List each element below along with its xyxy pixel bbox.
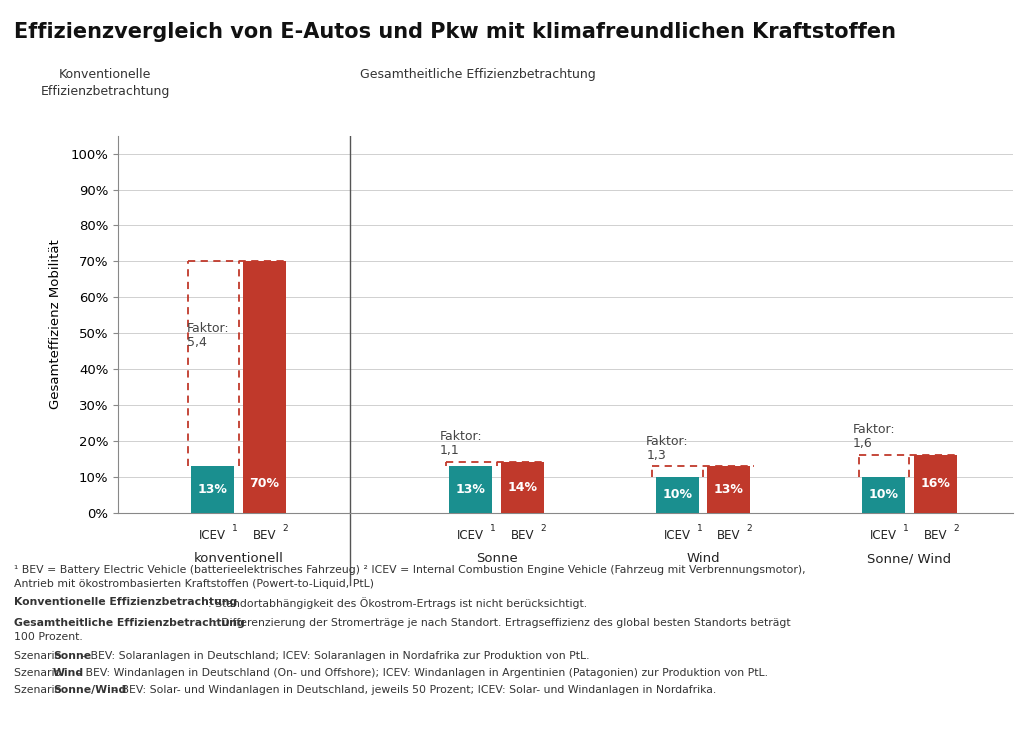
- Text: Sonne: Sonne: [476, 552, 517, 566]
- Text: 1,3: 1,3: [647, 449, 666, 462]
- Bar: [862, 477, 905, 513]
- Text: : Standortabhängigkeit des Ökostrom-Ertrags ist nicht berücksichtigt.: : Standortabhängigkeit des Ökostrom-Ertr…: [209, 597, 587, 609]
- Text: BEV: BEV: [718, 529, 740, 542]
- Text: Effizienzvergleich von E-Autos und Pkw mit klimafreundlichen Kraftstoffen: Effizienzvergleich von E-Autos und Pkw m…: [14, 22, 896, 42]
- Text: 16%: 16%: [920, 477, 950, 491]
- Bar: [191, 466, 234, 513]
- Text: – BEV: Solar- und Windanlagen in Deutschland, jeweils 50 Prozent; ICEV: Solar- u: – BEV: Solar- und Windanlagen in Deutsch…: [109, 685, 715, 695]
- Text: : Differenzierung der Stromerträge je nach Standort. Ertragseffizienz des global: : Differenzierung der Stromerträge je na…: [214, 618, 791, 628]
- Bar: [656, 477, 699, 513]
- Text: Szenario: Szenario: [14, 651, 65, 661]
- Text: Gesamtheitliche Effizienzbetrachtung: Gesamtheitliche Effizienzbetrachtung: [360, 68, 596, 81]
- Text: konventionell: konventionell: [193, 552, 284, 566]
- Bar: [243, 262, 286, 513]
- Bar: [914, 455, 957, 513]
- Text: Faktor:: Faktor:: [187, 322, 229, 335]
- Text: 14%: 14%: [508, 481, 538, 494]
- Text: ICEV: ICEV: [870, 529, 897, 542]
- Text: 13%: 13%: [455, 483, 486, 496]
- Text: Gesamtheitliche Effizienzbetrachtung: Gesamtheitliche Effizienzbetrachtung: [14, 618, 245, 628]
- Bar: [707, 466, 750, 513]
- Text: 1,6: 1,6: [852, 437, 873, 450]
- Y-axis label: Gesamteffizienz Mobilität: Gesamteffizienz Mobilität: [49, 239, 63, 409]
- Text: BEV: BEV: [253, 529, 277, 542]
- Text: Sonne: Sonne: [53, 651, 91, 661]
- Bar: [501, 462, 544, 513]
- Text: 2: 2: [953, 524, 959, 533]
- Text: ICEV: ICEV: [664, 529, 691, 542]
- Text: 100 Prozent.: 100 Prozent.: [14, 632, 82, 642]
- Text: 13%: 13%: [197, 483, 228, 496]
- Text: Szenario: Szenario: [14, 685, 65, 695]
- Text: Faktor:: Faktor:: [852, 422, 895, 436]
- Text: BEV: BEV: [923, 529, 947, 542]
- Text: 5,4: 5,4: [187, 336, 207, 349]
- Text: 1: 1: [232, 524, 238, 533]
- Text: Faktor:: Faktor:: [647, 435, 689, 448]
- Text: Konventionelle Effizienzbetrachtung: Konventionelle Effizienzbetrachtung: [14, 597, 237, 607]
- Text: 1: 1: [903, 524, 909, 533]
- Text: 70%: 70%: [250, 477, 280, 491]
- Text: 10%: 10%: [869, 489, 898, 501]
- Text: ¹ BEV = Battery Electric Vehicle (batterieelektrisches Fahrzeug) ² ICEV = Intern: ¹ BEV = Battery Electric Vehicle (batter…: [14, 565, 806, 589]
- Text: Sonne/Wind: Sonne/Wind: [53, 685, 126, 695]
- Text: Sonne/ Wind: Sonne/ Wind: [868, 552, 952, 566]
- Bar: [449, 466, 492, 513]
- Text: Wind: Wind: [686, 552, 720, 566]
- Text: Wind: Wind: [53, 668, 84, 678]
- Text: Konventionelle
Effizienzbetrachtung: Konventionelle Effizienzbetrachtung: [40, 68, 170, 98]
- Text: 2: 2: [283, 524, 288, 533]
- Text: – BEV: Solaranlagen in Deutschland; ICEV: Solaranlagen in Nordafrika zur Produkt: – BEV: Solaranlagen in Deutschland; ICEV…: [78, 651, 590, 661]
- Text: 1: 1: [490, 524, 497, 533]
- Text: BEV: BEV: [511, 529, 535, 542]
- Text: 2: 2: [746, 524, 752, 533]
- Text: 1,1: 1,1: [440, 444, 460, 457]
- Text: ICEV: ICEV: [457, 529, 484, 542]
- Text: 1: 1: [697, 524, 702, 533]
- Text: ICEV: ICEV: [199, 529, 226, 542]
- Text: Szenario: Szenario: [14, 668, 65, 678]
- Text: 10%: 10%: [662, 489, 692, 501]
- Text: – BEV: Windanlagen in Deutschland (On- und Offshore); ICEV: Windanlagen in Argen: – BEV: Windanlagen in Deutschland (On- u…: [73, 668, 768, 678]
- Text: Faktor:: Faktor:: [440, 430, 482, 443]
- Text: 13%: 13%: [713, 483, 743, 496]
- Text: 2: 2: [541, 524, 546, 533]
